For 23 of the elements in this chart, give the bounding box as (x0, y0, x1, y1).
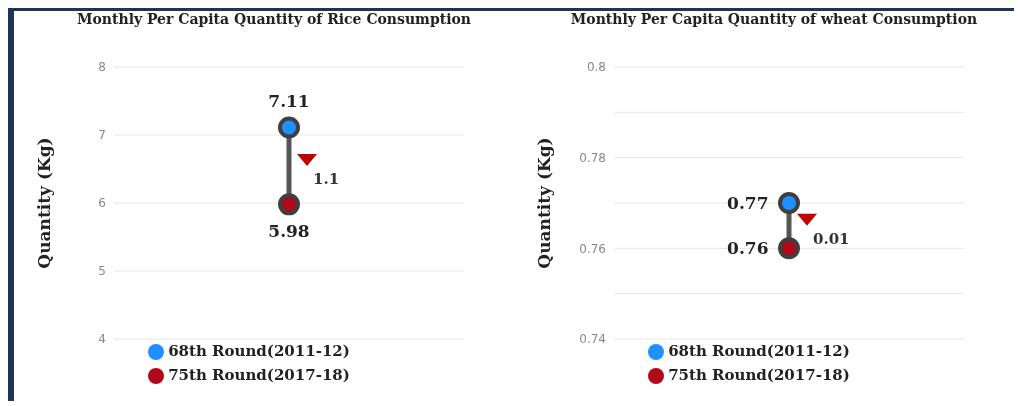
y-tick-label: 0.78 (579, 150, 606, 165)
legend-label: 68th Round(2011-12) (168, 342, 350, 360)
y-tick-label: 0.8 (586, 60, 606, 75)
data-label: 7.11 (268, 91, 310, 112)
annotation: 0.01 (813, 229, 850, 248)
legend-label: 75th Round(2017-18) (668, 366, 850, 384)
y-tick-label: 7 (98, 128, 106, 143)
y-tick-label: 5 (98, 264, 106, 279)
annotation: 1.1 (313, 169, 340, 188)
y-tick-label: 6 (98, 196, 106, 211)
y-axis-title: Quantity (Kg) (534, 137, 555, 269)
y-tick-label: 8 (98, 60, 106, 75)
chart-title: Monthly Per Capita Quantity of wheat Consumption (569, 11, 979, 29)
y-tick-label: 0.74 (579, 332, 606, 347)
legend-label: 68th Round(2011-12) (668, 342, 850, 360)
y-tick-label: 0.76 (579, 241, 606, 256)
chart-title: Monthly Per Capita Quantity of Rice Consumption (76, 11, 472, 29)
y-tick-label: 4 (98, 332, 106, 347)
data-label: 0.76 (727, 238, 769, 259)
data-label: 0.77 (727, 193, 769, 214)
y-axis-title: Quantity (Kg) (34, 137, 55, 269)
data-label: 5.98 (268, 220, 310, 241)
legend-label: 75th Round(2017-18) (168, 366, 350, 384)
